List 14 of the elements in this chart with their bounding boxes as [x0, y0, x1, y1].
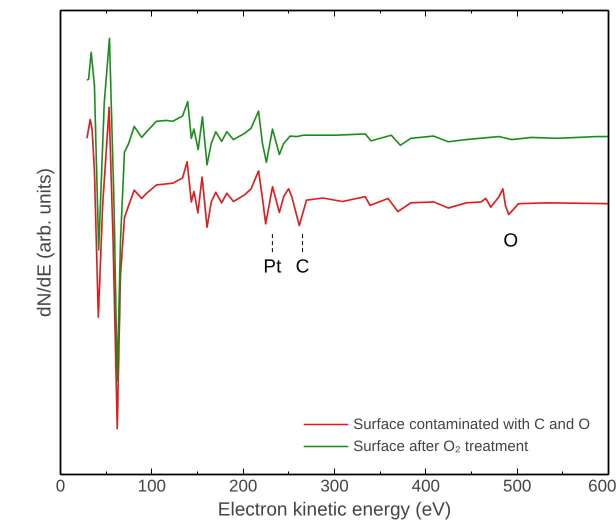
- x-tick-label: 0: [56, 476, 66, 496]
- x-tick-label: 400: [412, 476, 440, 496]
- y-axis-title: dN/dE (arb. units): [34, 168, 56, 317]
- legend-label: Surface contaminated with C and O: [353, 416, 590, 432]
- x-axis-title: Electron kinetic energy (eV): [218, 500, 452, 520]
- x-tick-label: 200: [228, 476, 258, 496]
- x-tick-label: 600: [588, 476, 616, 496]
- annotation: C: [296, 256, 310, 278]
- x-tick-label: 300: [320, 476, 349, 496]
- annotation: O: [503, 230, 518, 252]
- x-tick-label: 100: [138, 476, 166, 496]
- annotation: Pt: [263, 256, 282, 278]
- legend-label: Surface after O₂ treatment: [353, 438, 528, 454]
- x-tick-label: 500: [502, 476, 532, 496]
